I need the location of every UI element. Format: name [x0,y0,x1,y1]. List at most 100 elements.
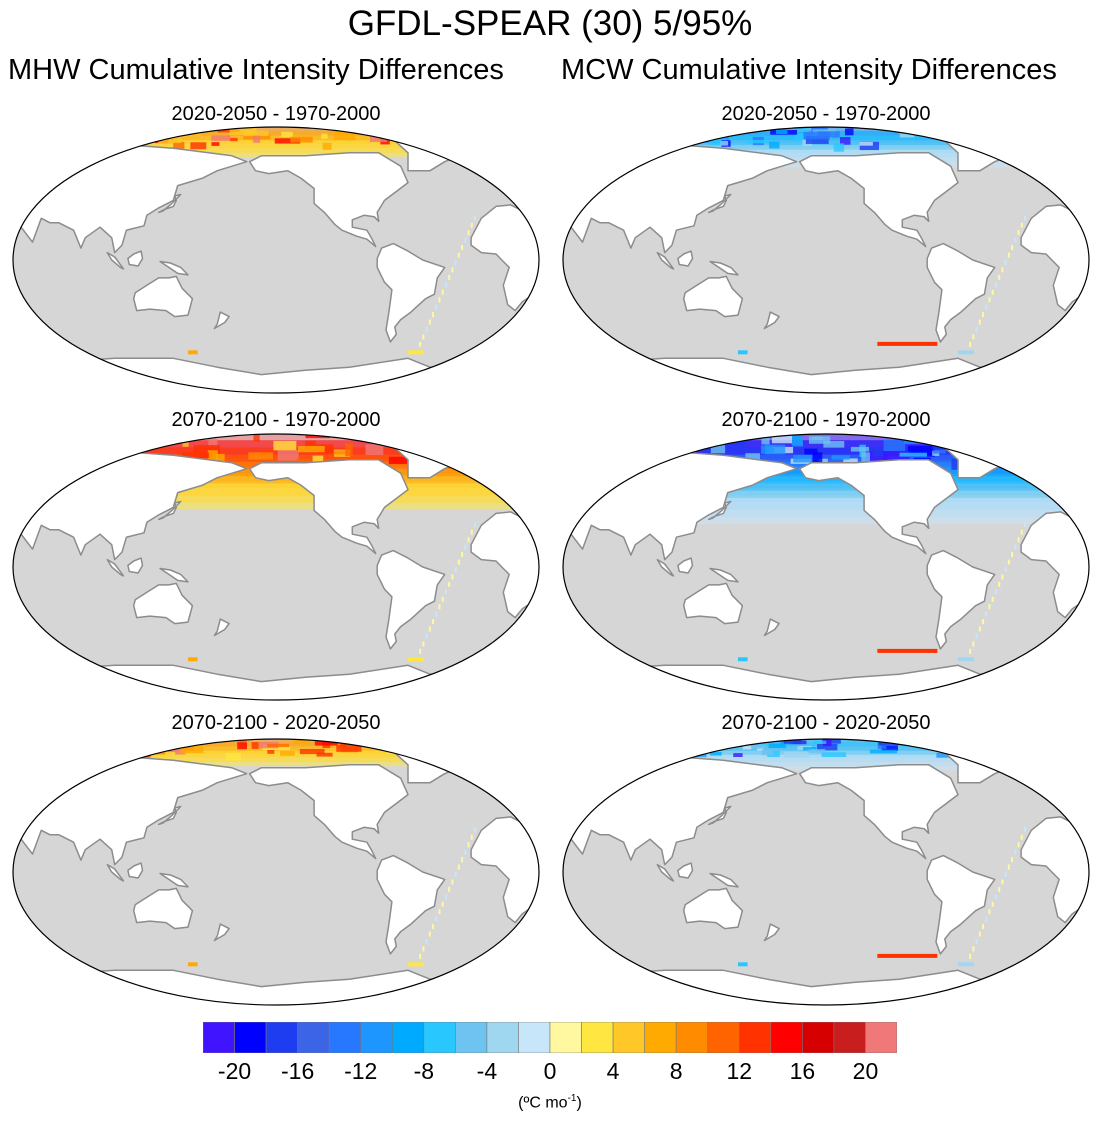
atlantic-speckle [988,604,991,610]
southern-ocean-anomaly [481,350,514,355]
map-border [12,126,540,394]
anomaly-patch [511,750,529,759]
anomaly-patch [68,739,79,745]
anomaly-patch [921,435,936,440]
atlantic-speckle [985,304,988,310]
panel-title-warm-2: 2070-2100 - 2020-2050 [171,712,381,734]
atlantic-speckle [435,916,438,922]
anomaly-patch [840,137,851,145]
atlantic-speckle [985,916,988,922]
anomaly-patch [761,749,774,756]
anomaly-patch [933,449,946,454]
colorbar-tick-label: 0 [543,1058,557,1084]
anomaly-patch [1034,752,1051,756]
atlantic-speckle [1024,827,1026,833]
landmass-japan [707,805,732,826]
anomaly-patch [415,437,444,449]
anomaly-patch [639,444,662,449]
anomaly-patch [972,752,995,758]
colorbar-swatch [234,1022,267,1053]
anomaly-patch [733,753,743,757]
anomaly-patch [54,142,68,148]
anomaly-patch [299,748,325,755]
landmass-sumatra [106,251,125,270]
anomaly-patch [821,752,847,757]
atlantic-speckle [444,589,447,595]
anomaly-patch [932,740,949,745]
anomaly-patch [1053,452,1062,466]
anomaly-patch [611,131,633,139]
atlantic-speckle [969,648,972,654]
colorbar-swatch [455,1022,488,1053]
atlantic-speckle [978,319,981,325]
anomaly-patch [783,751,810,758]
atlantic-speckle [991,289,994,295]
anomaly-patch [691,746,706,754]
colorbar-swatch [265,1022,298,1053]
anomaly-patch [563,751,576,759]
anomaly-patch [305,434,330,439]
landmass-sumatra [656,863,675,882]
atlantic-speckle [1011,857,1014,863]
anomaly-patch [699,127,726,135]
colorbar-swatch [738,1022,772,1053]
anomaly-patch [812,452,823,463]
anomaly-patch [111,133,128,142]
atlantic-speckle [994,282,997,288]
anomaly-patch [650,739,659,746]
anomaly-patch [431,753,438,759]
anomaly-patch [267,743,290,748]
landmass-sumatra [656,558,675,577]
anomaly-patch [525,135,539,140]
anomaly-patch [985,142,1005,150]
atlantic-speckle [982,619,985,625]
anomaly-patch [101,143,123,148]
anomaly-patch [949,132,975,141]
atlantic-speckle [425,939,428,944]
anomaly-patch [416,436,428,447]
anomaly-patch [804,448,818,455]
anomaly-patch [1078,441,1089,454]
anomaly-patch [746,139,769,144]
anomaly-patch [675,748,698,753]
anomaly-patch [446,745,454,753]
anomaly-patch [305,440,317,452]
anomaly-patch [859,141,879,151]
map-border [12,738,540,1006]
southern-ocean-anomaly [188,350,198,355]
atlantic-speckle [1020,222,1023,228]
anomaly-patch [481,434,501,441]
atlantic-speckle [1017,230,1020,236]
landmass-samerica [926,549,996,650]
anomaly-patch [211,142,220,146]
anomaly-patch [402,747,420,755]
anomaly-patch [594,140,621,149]
anomaly-patch [57,743,72,748]
southern-ocean-anomaly [606,657,619,662]
colorbar-swatch [612,1022,645,1053]
atlantic-speckle [975,939,978,944]
map-border [562,738,1090,1006]
anomaly-patch [634,142,655,151]
anomaly-patch [602,452,611,463]
anomaly-patch [293,739,311,745]
landmass-australia [682,887,744,930]
anomaly-patch [776,127,788,135]
anomaly-patch [401,130,416,138]
anomaly-patch [768,743,787,748]
anomaly-patch [803,747,817,751]
southern-ocean-anomaly [408,657,424,662]
anomaly-patch [330,743,341,751]
anomaly-patch [462,750,483,756]
anomaly-patch [771,434,793,444]
anomaly-patch [467,438,492,446]
colorbar-swatch [833,1022,866,1053]
anomaly-patch [225,752,241,761]
anomaly-patch [446,748,470,755]
anomaly-patch [1037,138,1059,146]
anomaly-patch [211,135,231,141]
anomaly-patch [989,138,1008,143]
anomaly-patch [808,436,831,444]
anomaly-patch [1008,451,1032,455]
anomaly-patch [883,439,906,452]
